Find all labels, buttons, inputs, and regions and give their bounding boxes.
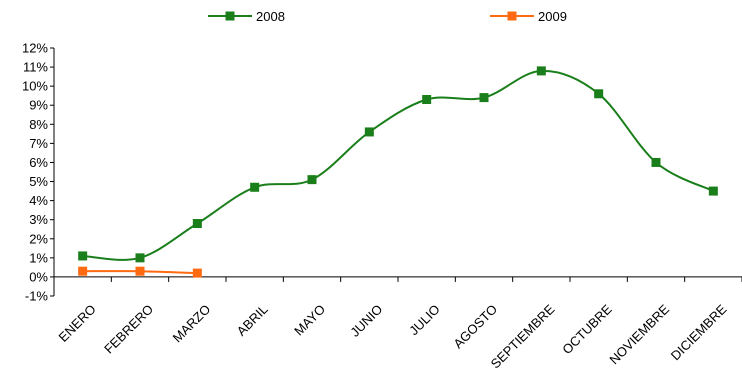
x-tick-label: MARZO: [170, 302, 214, 346]
data-point-2008-noviembre: [651, 157, 661, 167]
plot-area: [78, 66, 718, 278]
x-tick-label: OCTUBRE: [559, 301, 615, 357]
legend-marker: [225, 11, 235, 21]
y-tick-label: 10%: [22, 79, 48, 94]
data-point-2008-septiembre: [536, 66, 546, 76]
legend: 2008 2009: [208, 9, 567, 24]
x-tick-label: MAYO: [291, 302, 328, 339]
legend-label: 2008: [256, 9, 285, 24]
legend-item-2008: 2008: [208, 9, 285, 24]
y-tick-label: -1%: [25, 289, 49, 304]
y-tick-label: 7%: [29, 136, 48, 151]
y-tick-label: 9%: [29, 98, 48, 113]
data-point-2008-enero: [78, 251, 88, 261]
data-point-2008-julio: [422, 95, 432, 105]
y-tick-label: 3%: [29, 212, 48, 227]
y-axis: 12% 11% 10% 9% 8% 7% 6% 5% 4% 3% 2% 1% 0% -1%: [22, 41, 55, 304]
y-tick-label: 12%: [22, 41, 48, 56]
x-tick-label: AGOSTO: [450, 302, 500, 352]
data-point-2008-junio: [364, 127, 374, 137]
data-point-2008-agosto: [479, 93, 489, 103]
x-axis: ENERO FEBRERO MARZO ABRIL MAYO JUNIO JULIO AGOS…: [53, 276, 742, 371]
x-tick-label: ABRIL: [234, 302, 271, 339]
y-tick-label: 1%: [29, 250, 48, 265]
y-tick-label: 11%: [23, 60, 48, 75]
x-tick-label: JULIO: [406, 302, 443, 339]
data-point-2009-marzo: [192, 268, 202, 278]
y-tick-label: 0%: [29, 269, 48, 284]
x-tick-label: DICIEMBRE: [668, 301, 730, 363]
legend-item-2009: 2009: [490, 9, 567, 24]
data-point-2009-enero: [78, 266, 88, 276]
data-point-2008-octubre: [594, 89, 604, 99]
x-tick-label: JUNIO: [347, 302, 385, 340]
data-point-2008-marzo: [192, 219, 202, 229]
y-tick-label: 2%: [29, 231, 48, 246]
y-tick-label: 6%: [29, 155, 48, 170]
data-point-2008-abril: [250, 182, 260, 192]
x-tick-label: ENERO: [55, 302, 98, 345]
y-tick-label: 8%: [29, 117, 48, 132]
x-tick-label: NOVIEMBRE: [606, 301, 672, 367]
y-tick-label: 4%: [29, 193, 48, 208]
legend-marker: [507, 11, 517, 21]
series-line-2008: [82, 69, 714, 261]
legend-label: 2009: [538, 9, 567, 24]
data-point-2008-diciembre: [708, 186, 718, 196]
data-point-2008-mayo: [307, 175, 317, 185]
x-tick-label: FEBRERO: [101, 302, 156, 357]
data-point-2008-febrero: [135, 253, 145, 263]
y-tick-label: 5%: [29, 174, 48, 189]
data-point-2009-febrero: [135, 266, 145, 276]
